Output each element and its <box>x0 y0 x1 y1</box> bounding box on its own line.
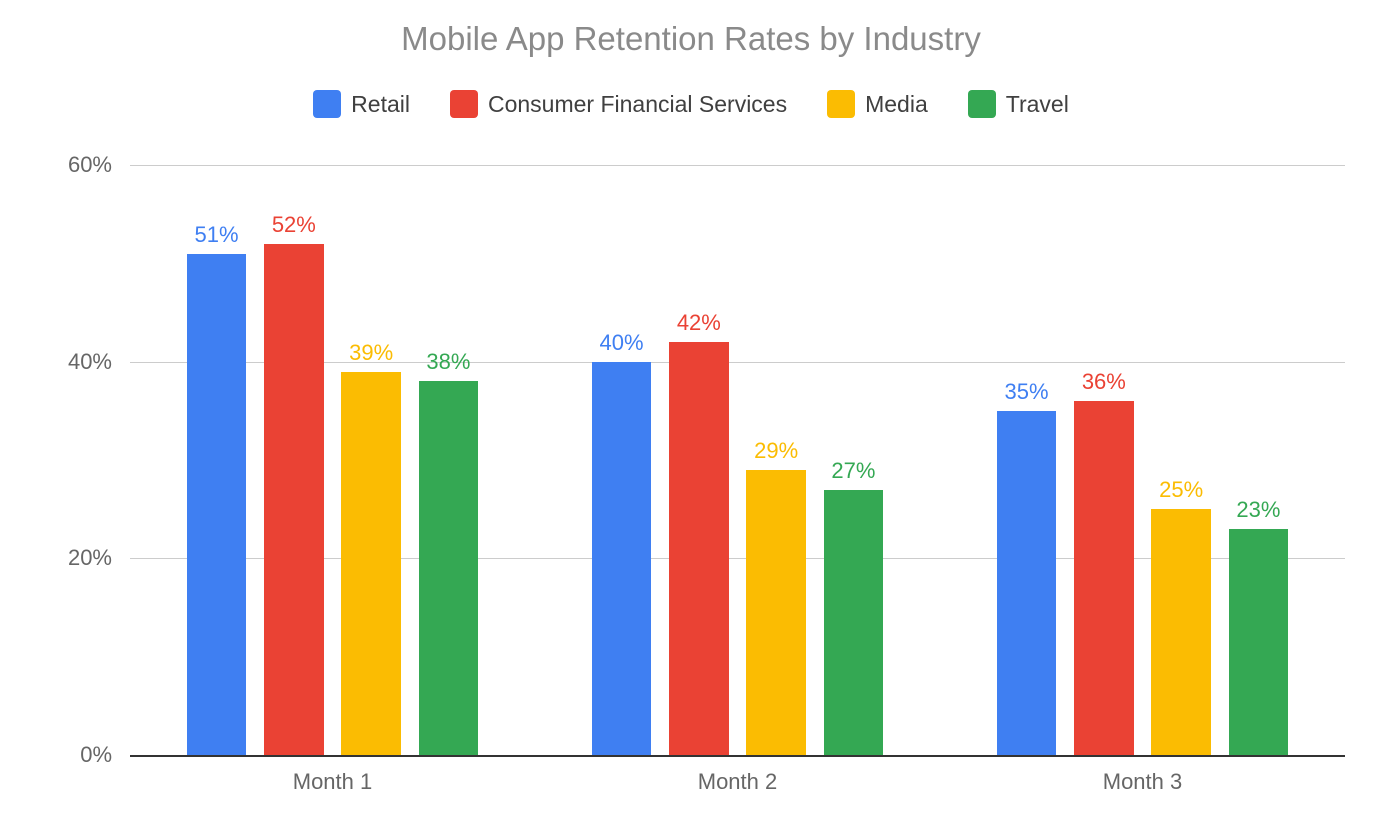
bar-value-label: 38% <box>419 349 479 375</box>
bar-value-label: 36% <box>1074 369 1134 395</box>
legend-item: Travel <box>968 90 1069 118</box>
bar-value-label: 29% <box>746 438 806 464</box>
bar-value-label: 51% <box>187 222 247 248</box>
bar: 23% <box>1229 529 1289 755</box>
bar-value-label: 42% <box>669 310 729 336</box>
legend-swatch <box>450 90 478 118</box>
legend-label: Travel <box>1006 91 1069 118</box>
bar-group: 51% 52% 39% 38% <box>187 165 479 755</box>
bar-value-label: 27% <box>824 458 884 484</box>
chart-plot-area: 0%20%40%60%51%52%39%38%Month 140%42%29%2… <box>130 165 1345 755</box>
legend-item: Retail <box>313 90 410 118</box>
bar: 27% <box>824 490 884 756</box>
y-axis-tick-label: 40% <box>68 349 130 375</box>
bar-value-label: 40% <box>592 330 652 356</box>
bar: 36% <box>1074 401 1134 755</box>
bar: 35% <box>997 411 1057 755</box>
y-axis-tick-label: 20% <box>68 545 130 571</box>
chart-legend: Retail Consumer Financial Services Media Tr… <box>0 90 1382 118</box>
legend-swatch <box>827 90 855 118</box>
legend-label: Media <box>865 91 928 118</box>
x-axis-tick-label: Month 1 <box>130 755 535 795</box>
bar: 39% <box>341 372 401 756</box>
bar: 29% <box>746 470 806 755</box>
bar: 42% <box>669 342 729 755</box>
legend-item: Consumer Financial Services <box>450 90 787 118</box>
x-axis-tick-label: Month 2 <box>535 755 940 795</box>
legend-swatch <box>313 90 341 118</box>
legend-label: Retail <box>351 91 410 118</box>
x-axis-tick-label: Month 3 <box>940 755 1345 795</box>
bar-value-label: 23% <box>1229 497 1289 523</box>
legend-item: Media <box>827 90 928 118</box>
bar-value-label: 25% <box>1151 477 1211 503</box>
legend-swatch <box>968 90 996 118</box>
bar: 51% <box>187 254 247 756</box>
chart-container: Mobile App Retention Rates by Industry R… <box>0 0 1382 840</box>
bar-group: 35% 36% 25% 23% <box>997 165 1289 755</box>
y-axis-tick-label: 60% <box>68 152 130 178</box>
bar-value-label: 39% <box>341 340 401 366</box>
bar-value-label: 52% <box>264 212 324 238</box>
bar-value-label: 35% <box>997 379 1057 405</box>
bar: 40% <box>592 362 652 755</box>
chart-title: Mobile App Retention Rates by Industry <box>0 20 1382 58</box>
bar-group: 40% 42% 29% 27% <box>592 165 884 755</box>
legend-label: Consumer Financial Services <box>488 91 787 118</box>
bar: 25% <box>1151 509 1211 755</box>
y-axis-tick-label: 0% <box>80 742 130 768</box>
bar: 52% <box>264 244 324 755</box>
bar: 38% <box>419 381 479 755</box>
